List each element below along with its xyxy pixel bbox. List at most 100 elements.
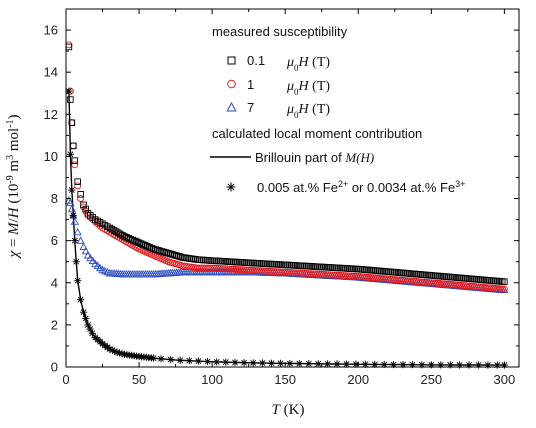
data-point-circle xyxy=(243,266,250,274)
data-point-square xyxy=(322,263,330,271)
data-point-circle xyxy=(356,273,364,281)
data-point-star xyxy=(286,359,294,368)
legend-item-1: 1 μ0H (T) xyxy=(227,77,330,97)
data-point-square xyxy=(421,271,429,279)
data-point-square xyxy=(245,259,252,267)
data-point-circle xyxy=(412,278,420,285)
data-point-square xyxy=(230,258,237,266)
data-point-square xyxy=(367,266,375,274)
data-point-square xyxy=(249,259,257,267)
x-tick-label: 150 xyxy=(274,372,296,387)
data-point-square xyxy=(80,201,87,209)
data-point-star xyxy=(88,329,96,337)
data-point-square xyxy=(223,258,231,265)
data-point-square xyxy=(228,258,235,266)
data-point-square xyxy=(152,246,160,253)
data-point-circle xyxy=(423,278,431,286)
data-point-square xyxy=(173,252,180,259)
data-point-circle xyxy=(432,279,440,287)
legend-label-2-value: 7 xyxy=(247,100,254,115)
data-point-square xyxy=(372,267,379,274)
data-point-square xyxy=(254,260,261,267)
data-point-square xyxy=(314,263,321,270)
data-point-square xyxy=(273,261,280,268)
data-point-star xyxy=(71,237,79,245)
data-point-square xyxy=(410,270,418,278)
data-point-circle xyxy=(427,279,435,287)
data-point-square xyxy=(67,96,74,103)
data-point-circle xyxy=(225,265,233,273)
data-point-circle xyxy=(498,285,506,293)
data-point-square xyxy=(335,264,343,272)
data-point-square xyxy=(490,277,497,285)
legend-item-star: 0.005 at.% Fe2+ or 0.0034 at.% Fe3+ xyxy=(226,179,465,195)
data-point-star xyxy=(474,361,483,369)
data-point-circle xyxy=(438,280,446,288)
data-point-square xyxy=(301,262,308,270)
data-point-circle xyxy=(286,269,293,276)
data-point-square xyxy=(361,266,368,273)
data-point-circle xyxy=(264,267,272,275)
data-point-circle xyxy=(307,270,315,278)
data-point-circle xyxy=(464,282,472,290)
data-point-circle xyxy=(210,264,218,272)
data-point-circle xyxy=(266,267,274,275)
data-point-circle xyxy=(65,41,73,49)
data-point-circle xyxy=(331,271,339,279)
data-point-circle xyxy=(470,283,478,290)
data-point-square xyxy=(423,271,431,279)
data-point-square xyxy=(344,265,351,272)
data-point-circle xyxy=(460,282,468,290)
data-point-circle xyxy=(279,268,287,276)
y-tick-label: 4 xyxy=(51,275,58,290)
data-point-square xyxy=(279,261,287,268)
data-point-circle xyxy=(455,281,463,289)
data-point-square xyxy=(417,271,424,278)
data-point-circle xyxy=(391,276,399,284)
data-point-circle xyxy=(365,273,373,281)
legend-item-0: 0.1 μ0H (T) xyxy=(227,53,330,73)
data-point-circle xyxy=(352,272,360,280)
data-point-circle xyxy=(262,267,270,275)
y-tick-label: 16 xyxy=(44,23,58,38)
data-point-square xyxy=(156,247,164,255)
legend-header-calculated: calculated local moment contribution xyxy=(212,126,422,141)
data-point-square xyxy=(146,244,153,251)
data-point-circle xyxy=(268,268,276,275)
data-point-circle xyxy=(382,275,390,283)
data-point-circle xyxy=(253,267,261,275)
data-point-square xyxy=(471,275,478,283)
data-point-square xyxy=(324,264,332,271)
data-point-circle xyxy=(255,267,263,275)
data-point-circle xyxy=(380,275,388,283)
data-point-square xyxy=(139,241,147,248)
data-point-circle xyxy=(363,273,371,281)
data-point-circle xyxy=(324,271,332,279)
data-point-circle xyxy=(395,276,403,284)
data-point-star xyxy=(157,355,165,363)
data-point-circle xyxy=(260,267,268,275)
data-point-square xyxy=(331,264,338,271)
legend-square-marker xyxy=(227,56,236,65)
data-point-square xyxy=(385,268,392,275)
data-point-circle xyxy=(320,271,328,278)
data-point-square xyxy=(241,259,248,266)
data-point-square xyxy=(144,243,151,250)
data-point-circle xyxy=(258,267,266,275)
data-point-square xyxy=(119,231,126,239)
data-point-square xyxy=(264,260,272,268)
data-point-square xyxy=(434,272,442,280)
data-point-square xyxy=(142,242,149,249)
data-point-star xyxy=(258,359,266,367)
legend-circle-marker xyxy=(227,79,236,89)
data-point-star xyxy=(249,359,257,367)
data-point-circle xyxy=(367,274,375,282)
data-point-square xyxy=(68,119,76,126)
data-point-square xyxy=(303,262,310,270)
data-point-star xyxy=(84,321,92,329)
data-point-square xyxy=(121,233,128,240)
data-point-square xyxy=(262,260,270,267)
series-star xyxy=(65,87,508,369)
data-point-square xyxy=(277,261,285,268)
data-point-circle xyxy=(228,265,235,273)
